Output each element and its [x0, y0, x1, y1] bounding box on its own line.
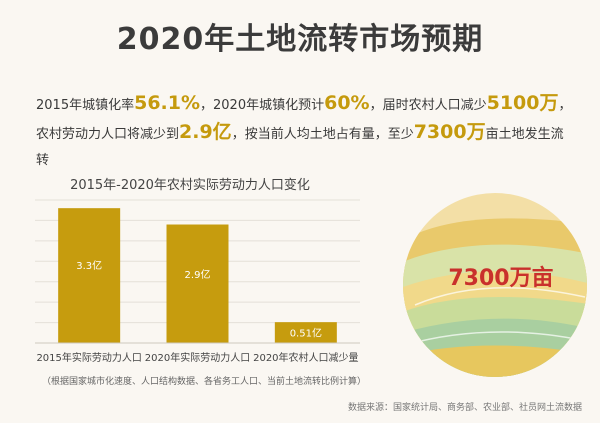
bar: [58, 208, 121, 343]
category-label: 2020年农村人口减少量: [253, 351, 358, 364]
chart-title: 2015年-2020年农村实际劳动力人口变化: [70, 178, 310, 193]
page-title: 2020年土地流转市场预期: [116, 22, 484, 57]
urbanization-2020-value: 60%: [324, 92, 370, 114]
summary-text-2: ，2020年城镇化预计: [200, 98, 325, 113]
category-label: 2020年实际劳动力人口: [145, 351, 250, 364]
summary-text-1: 2015年城镇化率: [36, 98, 135, 113]
category-label: 2015年实际劳动力人口: [36, 351, 141, 364]
calculation-note: （根据国家城市化速度、人口结构数据、各省务工人口、当前土地流转比例计算）: [42, 377, 367, 387]
urbanization-2015-value: 56.1%: [134, 92, 201, 114]
bar-chart: 3.3亿 2015年实际劳动力人口 2.9亿 2020年实际劳动力人口 0.51亿 202…: [35, 199, 360, 364]
summary-text: 2015年城镇化率56.1%，2020年城镇化预计60%，届时农村人口减少510…: [36, 90, 572, 174]
bar-value-label: 2.9亿: [185, 268, 211, 281]
farmland-illustration: 7300万亩: [403, 193, 587, 377]
summary-text-3: ，届时农村人口减少: [369, 98, 487, 113]
bar-value-label: 0.51亿: [290, 327, 322, 340]
population-decrease-value: 5100万: [486, 92, 559, 114]
land-transfer-label: 7300万亩: [448, 265, 553, 291]
bar: [166, 224, 229, 343]
summary-text-6: 亩土地发生流转: [36, 127, 564, 168]
bar-value-label: 3.3亿: [76, 259, 102, 272]
bar: [274, 322, 337, 343]
labor-2020-value: 2.9亿: [179, 121, 232, 143]
summary-text-4: ，农村劳动力人口将减少到: [36, 98, 572, 142]
data-source: 数据来源：国家统计局、商务部、农业部、社员网土流数据: [347, 403, 582, 413]
land-transfer-value: 7300万: [413, 121, 486, 143]
summary-text-5: ，按当前人均土地占有量，至少: [231, 127, 414, 142]
